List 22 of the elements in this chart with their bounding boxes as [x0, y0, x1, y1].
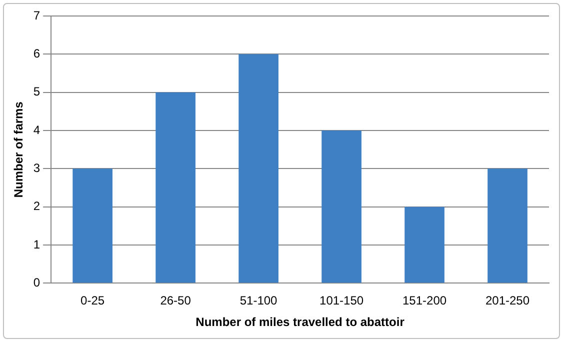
y-tick-label: 3 — [33, 161, 40, 175]
y-axis-title: Number of farms — [12, 101, 26, 198]
y-tick-label: 4 — [33, 122, 40, 137]
x-tick-label: 201-250 — [485, 294, 530, 308]
bar — [72, 168, 112, 283]
x-tick-label: 101-150 — [320, 294, 364, 308]
y-tick-label: 5 — [33, 84, 40, 99]
bar — [156, 92, 196, 283]
x-tick-label: 51-100 — [240, 294, 278, 308]
x-tick-label: 151-200 — [402, 294, 447, 308]
y-tick-label: 1 — [33, 237, 40, 252]
y-tick-label: 2 — [33, 199, 40, 214]
x-axis-title: Number of miles travelled to abattoir — [196, 315, 405, 330]
y-tick-label: 6 — [33, 46, 40, 60]
bar — [404, 206, 444, 283]
bar — [488, 168, 528, 283]
y-tick-label: 7 — [33, 8, 40, 22]
x-tick-label: 0-25 — [80, 294, 105, 308]
x-tick-label: 26-50 — [160, 294, 192, 308]
y-tick-label: 0 — [33, 276, 40, 290]
bar — [322, 130, 362, 283]
bar — [238, 54, 278, 283]
